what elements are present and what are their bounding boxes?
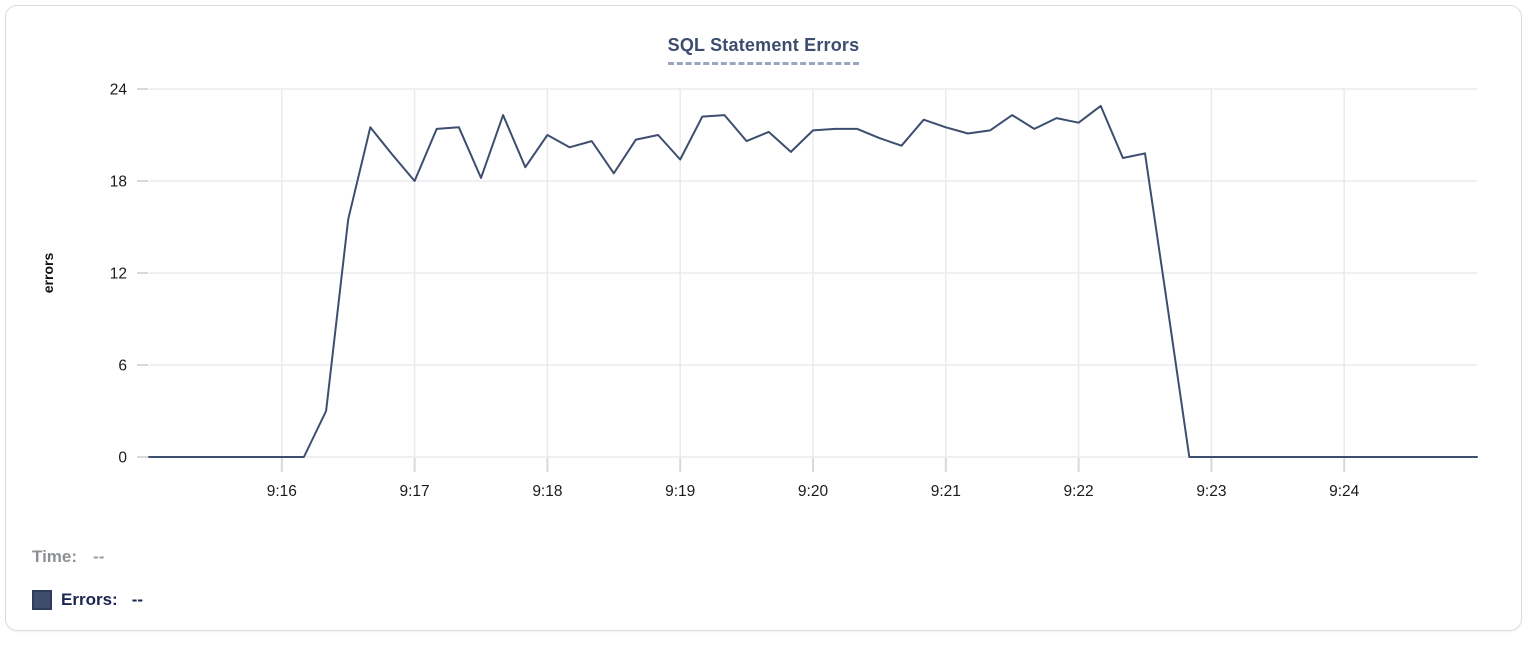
x-tick-label: 9:19 [665, 483, 695, 500]
x-tick-label: 9:16 [267, 483, 297, 500]
errors-series-swatch-icon [32, 590, 52, 610]
chart-header: SQL Statement Errors [6, 35, 1521, 65]
errors-series-line [148, 104, 1478, 458]
y-tick-label: 6 [118, 358, 127, 375]
x-tick-label: 9:21 [931, 483, 961, 500]
x-tick-label: 9:20 [798, 483, 829, 500]
y-tick-label: 12 [110, 266, 127, 283]
time-value: -- [93, 547, 105, 566]
x-tick-label: 9:23 [1196, 483, 1226, 500]
time-label: Time: [32, 547, 78, 566]
x-tick-label: 9:18 [532, 483, 562, 500]
x-tick-label: 9:22 [1064, 483, 1094, 500]
tooltip-time-row: Time: -- [32, 547, 104, 567]
y-tick-label: 24 [110, 82, 128, 99]
legend-errors-row[interactable]: Errors: -- [32, 590, 143, 610]
y-axis-title: errors [40, 253, 56, 294]
y-tick-label: 18 [110, 174, 127, 191]
chart-card: SQL Statement Errors 0 6 12 18 24 9:16 9:17 9:1… [5, 5, 1522, 631]
errors-value: -- [131, 590, 144, 609]
chart-title-link[interactable]: SQL Statement Errors [667, 35, 860, 65]
errors-label: Errors: [61, 590, 118, 609]
errors-line-chart[interactable]: 0 6 12 18 24 9:16 9:17 9:18 9:19 9:20 9:21 9:22 9:23… [6, 6, 1528, 521]
x-tick-label: 9:24 [1329, 483, 1360, 500]
x-tick-label: 9:17 [400, 483, 430, 500]
y-tick-label: 0 [118, 450, 127, 467]
